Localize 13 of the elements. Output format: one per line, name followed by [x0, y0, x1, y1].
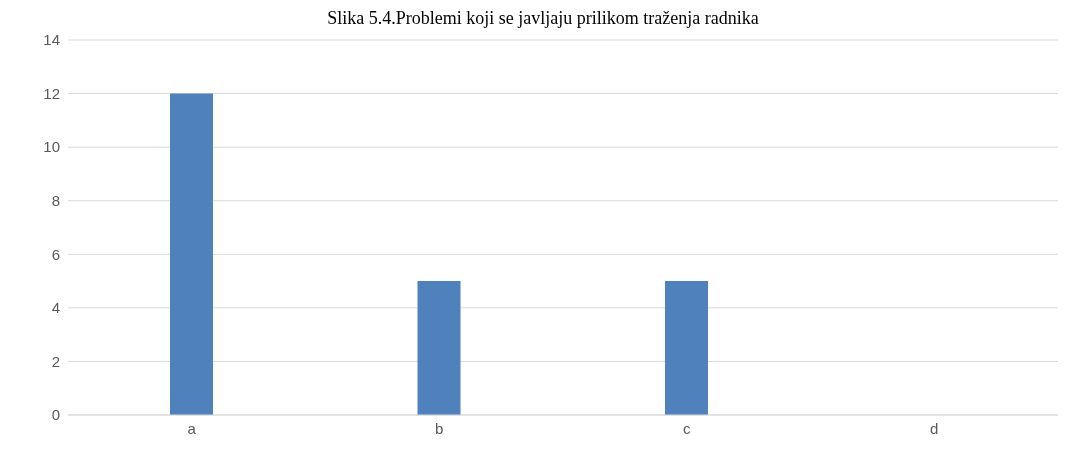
y-tick-label: 6 — [51, 245, 60, 263]
x-tick-label: d — [930, 419, 939, 437]
y-tick-label: 8 — [51, 192, 60, 210]
y-tick-label: 4 — [51, 299, 60, 317]
y-tick-label: 14 — [43, 31, 60, 49]
y-tick-label: 10 — [43, 138, 60, 156]
chart-title: Slika 5.4.Problemi koji se javljaju prilikom traženja radnika — [326, 8, 760, 30]
y-tick-label: 12 — [43, 84, 60, 102]
x-tick-label: a — [187, 419, 197, 437]
x-tick-label: b — [435, 419, 444, 437]
y-tick-label: 0 — [51, 406, 60, 424]
x-tick-label: c — [683, 419, 691, 437]
y-tick-label: 2 — [51, 352, 60, 370]
